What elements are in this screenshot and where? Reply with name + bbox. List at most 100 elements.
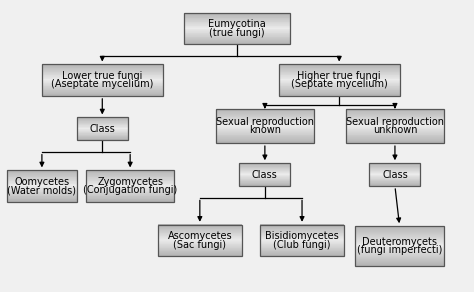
Bar <box>77 137 128 138</box>
Bar <box>356 243 444 244</box>
Bar <box>369 175 420 176</box>
Text: Sexual reproduction: Sexual reproduction <box>216 117 314 127</box>
Bar <box>7 189 77 190</box>
Bar <box>346 110 444 111</box>
Bar <box>183 23 291 24</box>
Bar <box>7 195 77 196</box>
Bar <box>239 174 291 175</box>
Bar <box>7 186 77 187</box>
Bar <box>77 119 128 120</box>
Bar <box>239 163 291 164</box>
Bar <box>183 35 291 36</box>
Bar <box>86 194 174 196</box>
Bar <box>77 135 128 136</box>
Bar <box>239 185 291 186</box>
Bar <box>356 262 444 263</box>
Bar <box>183 16 291 17</box>
Bar <box>356 230 444 231</box>
Bar <box>346 130 444 131</box>
Bar <box>7 182 77 183</box>
Bar <box>183 40 291 41</box>
Bar <box>356 235 444 236</box>
Bar <box>216 141 314 142</box>
Bar <box>279 67 400 68</box>
Bar <box>86 175 174 177</box>
Bar <box>77 117 128 118</box>
Bar <box>216 117 314 118</box>
Bar <box>260 235 344 237</box>
Bar <box>77 138 128 139</box>
Bar <box>7 196 77 197</box>
Bar <box>7 179 77 180</box>
Bar <box>158 228 242 230</box>
Bar <box>42 81 163 83</box>
Bar <box>346 127 444 128</box>
Bar <box>356 236 444 237</box>
Bar <box>77 139 128 140</box>
Bar <box>183 20 291 22</box>
Bar <box>216 120 314 121</box>
Bar <box>216 118 314 119</box>
Bar <box>158 240 242 241</box>
Bar <box>260 234 344 235</box>
Bar <box>183 18 291 19</box>
Bar <box>77 121 128 122</box>
Bar <box>77 136 128 137</box>
Bar <box>239 184 291 185</box>
Bar <box>86 189 174 190</box>
Bar <box>216 122 314 124</box>
Bar <box>42 66 163 67</box>
Bar <box>346 126 444 127</box>
Bar <box>239 173 291 174</box>
Bar <box>369 181 420 182</box>
Bar <box>86 178 174 179</box>
Bar <box>183 17 291 18</box>
Bar <box>77 122 128 123</box>
Bar <box>346 132 444 133</box>
Bar <box>77 118 128 119</box>
Bar <box>183 33 291 34</box>
Bar <box>7 184 77 185</box>
Bar <box>42 79 163 80</box>
Bar <box>158 247 242 248</box>
Bar <box>216 112 314 113</box>
Bar <box>77 125 128 126</box>
Bar <box>7 194 77 196</box>
Bar <box>356 227 444 228</box>
Bar <box>86 196 174 197</box>
Bar <box>158 227 242 228</box>
Bar <box>158 225 242 256</box>
Bar <box>86 180 174 181</box>
Bar <box>346 113 444 114</box>
Bar <box>356 265 444 266</box>
Bar <box>183 32 291 33</box>
Bar <box>77 130 128 131</box>
Bar <box>346 126 444 128</box>
Bar <box>86 188 174 189</box>
Bar <box>42 74 163 75</box>
Bar <box>279 86 400 87</box>
Bar <box>369 173 420 174</box>
Bar <box>77 133 128 134</box>
Bar <box>279 75 400 76</box>
Bar <box>77 130 128 131</box>
Bar <box>42 75 163 76</box>
Bar <box>183 27 291 28</box>
Text: unknown: unknown <box>373 125 417 135</box>
Bar <box>183 14 291 15</box>
Bar <box>260 246 344 247</box>
Bar <box>7 171 77 172</box>
Bar <box>369 169 420 170</box>
Bar <box>7 177 77 178</box>
Bar <box>7 180 77 181</box>
Bar <box>7 200 77 201</box>
Bar <box>356 247 444 248</box>
Bar <box>216 126 314 128</box>
Bar <box>346 137 444 138</box>
Bar <box>369 178 420 179</box>
Bar <box>77 137 128 138</box>
Bar <box>239 163 291 186</box>
Bar <box>346 116 444 117</box>
Bar <box>158 248 242 249</box>
Bar <box>239 176 291 177</box>
